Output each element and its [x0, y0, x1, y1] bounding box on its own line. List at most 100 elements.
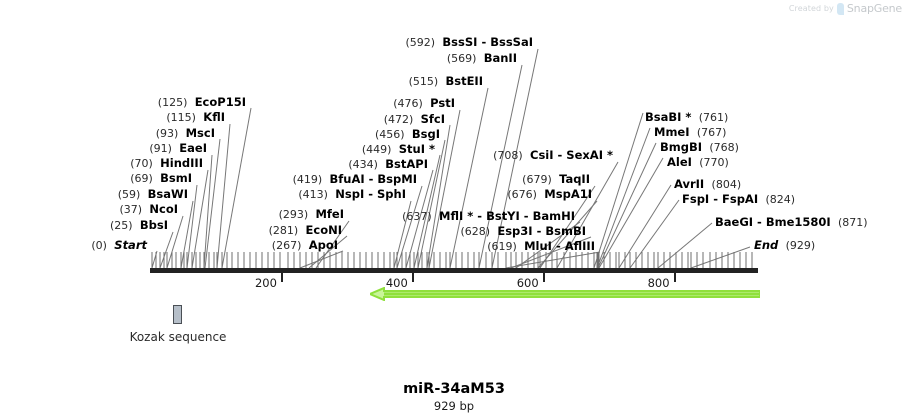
enzyme-name[interactable]: BsmI	[160, 171, 192, 185]
enzyme-name[interactable]: BssSI	[442, 35, 478, 49]
enzyme-name[interactable]: SphI	[377, 187, 406, 201]
enzyme-site-label[interactable]: BaeGI - Bme1580I (871)	[715, 216, 868, 229]
enzyme-name[interactable]: BstYI	[486, 209, 520, 223]
enzyme-site-label[interactable]: (515) BstEII	[409, 75, 483, 88]
enzyme-site-label[interactable]: (456) BsgI	[375, 128, 440, 141]
enzyme-site-position: (91)	[149, 142, 172, 155]
enzyme-name[interactable]: MfeI	[315, 207, 344, 221]
enzyme-name[interactable]: BfuAI	[329, 172, 365, 186]
enzyme-name[interactable]: SexAI *	[566, 148, 613, 162]
enzyme-site-label[interactable]: (637) MflI * - BstYI - BamHI	[402, 210, 575, 223]
enzyme-name[interactable]: MspA1I	[544, 187, 592, 201]
enzyme-name[interactable]: BspMI	[377, 172, 417, 186]
enzyme-site-label[interactable]: (628) Esp3I - BsmBI	[460, 225, 586, 238]
enzyme-name[interactable]: EcoP15I	[194, 95, 246, 109]
enzyme-name[interactable]: NcoI	[149, 202, 178, 216]
enzyme-name[interactable]: BstAPI	[385, 157, 428, 171]
enzyme-name[interactable]: KflI	[203, 110, 225, 124]
enzyme-site-position: (293)	[278, 208, 309, 221]
enzyme-site-label[interactable]: AleI (770)	[667, 156, 729, 169]
enzyme-name-separator: -	[477, 35, 491, 49]
enzyme-site-label[interactable]: (476) PstI	[393, 97, 455, 110]
enzyme-site-label[interactable]: (293) MfeI	[279, 208, 344, 221]
enzyme-site-label[interactable]: (708) CsiI - SexAI *	[493, 149, 613, 162]
enzyme-site-label[interactable]: (679) TaqII	[522, 173, 590, 186]
enzyme-name[interactable]: MflI *	[439, 209, 474, 223]
enzyme-site-position: (804)	[711, 178, 742, 191]
enzyme-name[interactable]: ApoI	[308, 238, 338, 252]
enzyme-name[interactable]: StuI *	[398, 142, 435, 156]
enzyme-name[interactable]: BsgI	[411, 127, 440, 141]
enzyme-site-label[interactable]: (619) MluI - AflIII	[487, 240, 595, 253]
feature-kozak-sequence-box[interactable]	[173, 305, 182, 324]
enzyme-name[interactable]: BaeGI	[715, 215, 754, 229]
enzyme-name[interactable]: AleI	[667, 155, 692, 169]
enzyme-name[interactable]: Esp3I	[497, 224, 533, 238]
enzyme-site-label[interactable]: (419) BfuAI - BspMI	[293, 173, 417, 186]
enzyme-name[interactable]: BsmBI	[545, 224, 586, 238]
enzyme-site-position: (871)	[837, 216, 868, 229]
enzyme-site-label[interactable]: (25) BbsI	[110, 219, 168, 232]
enzyme-site-label[interactable]: End (929)	[754, 239, 815, 252]
enzyme-site-label[interactable]: MmeI (767)	[654, 126, 726, 139]
enzyme-site-label[interactable]: (125) EcoP15I	[158, 96, 246, 109]
enzyme-name[interactable]: EcoNI	[305, 223, 342, 237]
enzyme-site-label[interactable]: (91) EaeI	[149, 142, 207, 155]
orf-arrow[interactable]	[370, 287, 760, 301]
enzyme-site-position: (93)	[155, 127, 179, 140]
leader-line	[159, 231, 174, 269]
enzyme-site-label[interactable]: (676) MspA1I	[507, 188, 592, 201]
enzyme-site-label[interactable]: (569) BanII	[447, 52, 517, 65]
enzyme-name[interactable]: FspAI	[722, 192, 759, 206]
enzyme-name[interactable]: MluI	[524, 239, 552, 253]
enzyme-name[interactable]: NspI	[335, 187, 365, 201]
enzyme-site-label[interactable]: (592) BssSI - BssSaI	[406, 36, 534, 49]
enzyme-name[interactable]: End	[754, 238, 779, 252]
enzyme-name[interactable]: FspI	[682, 192, 710, 206]
enzyme-name[interactable]: MmeI	[654, 125, 690, 139]
enzyme-name[interactable]: Start	[114, 238, 147, 252]
enzyme-site-label[interactable]: (115) KflI	[166, 111, 225, 124]
enzyme-site-label[interactable]: AvrII (804)	[674, 178, 741, 191]
enzyme-site-label[interactable]: (93) MscI	[156, 127, 215, 140]
enzyme-name[interactable]: CsiI	[530, 148, 554, 162]
enzyme-name[interactable]: PstI	[430, 96, 455, 110]
enzyme-site-label[interactable]: (281) EcoNI	[269, 224, 342, 237]
enzyme-name[interactable]: BamHI	[532, 209, 575, 223]
snapgene-watermark: Created by SnapGene	[789, 2, 902, 15]
enzyme-name[interactable]: MscI	[185, 126, 215, 140]
enzyme-name[interactable]: SfcI	[420, 112, 445, 126]
enzyme-site-label[interactable]: (59) BsaWI	[118, 188, 188, 201]
enzyme-site-label[interactable]: (472) SfcI	[384, 113, 445, 126]
enzyme-site-label[interactable]: (434) BstAPI	[348, 158, 428, 171]
enzyme-site-label[interactable]: (37) NcoI	[119, 203, 178, 216]
enzyme-site-label[interactable]: (0) Start	[91, 239, 147, 252]
enzyme-site-label[interactable]: FspI - FspAI (824)	[682, 193, 795, 206]
enzyme-site-label[interactable]: (267) ApoI	[272, 239, 338, 252]
enzyme-site-label[interactable]: BmgBI (768)	[660, 141, 739, 154]
enzyme-name[interactable]: BssSaI	[490, 35, 533, 49]
enzyme-site-label[interactable]: BsaBI * (761)	[645, 111, 728, 124]
enzyme-name[interactable]: HindIII	[160, 156, 203, 170]
enzyme-site-position: (708)	[493, 149, 523, 162]
enzyme-site-label[interactable]: (413) NspI - SphI	[298, 188, 406, 201]
enzyme-name[interactable]: AvrII	[674, 177, 705, 191]
enzyme-name[interactable]: BstEII	[445, 74, 483, 88]
enzyme-site-label[interactable]: (449) StuI *	[362, 143, 435, 156]
leader-line	[598, 157, 664, 269]
enzyme-name[interactable]: BbsI	[139, 218, 168, 232]
leader-line	[657, 222, 713, 269]
enzyme-name[interactable]: BanII	[483, 51, 517, 65]
enzyme-name[interactable]: EaeI	[179, 141, 207, 155]
enzyme-name[interactable]: BsaWI	[147, 187, 188, 201]
enzyme-site-label[interactable]: (70) HindIII	[130, 157, 203, 170]
sequence-backbone-bar[interactable]	[150, 268, 758, 273]
enzyme-site-position: (476)	[393, 97, 423, 110]
enzyme-name[interactable]: TaqII	[559, 172, 590, 186]
sequence-title: miR-34aM53	[403, 381, 505, 397]
enzyme-site-label[interactable]: (69) BsmI	[130, 172, 192, 185]
enzyme-name[interactable]: Bme1580I	[765, 215, 831, 229]
enzyme-name[interactable]: BsaBI *	[645, 110, 692, 124]
enzyme-name[interactable]: AflIII	[564, 239, 595, 253]
enzyme-name[interactable]: BmgBI	[660, 140, 703, 154]
